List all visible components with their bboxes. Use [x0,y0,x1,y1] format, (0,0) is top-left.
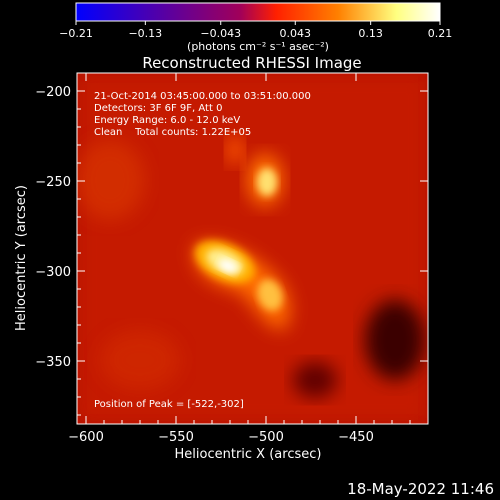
footer-date: 18-May-2022 11:46 [347,480,494,498]
colorbar-tick-label: 0.043 [280,27,312,40]
y-tick-label: −350 [35,355,71,370]
annotation-detectors: Detectors: 3F 6F 9F, Att 0 [94,103,222,114]
y-axis-label: Heliocentric Y (arcsec) [14,185,29,331]
colorbar-unit-label: (photons cm⁻² s⁻¹ asec⁻²) [187,40,329,53]
y-tick-label: −250 [35,175,71,190]
x-tick-label: −550 [158,430,194,445]
y-tick-label: −200 [35,85,71,100]
y-tick-label: −300 [35,265,71,280]
colorbar-ticks: −0.21 −0.13 −0.043 0.043 0.13 0.21 [59,21,452,40]
x-axis-label: Heliocentric X (arcsec) [175,447,322,462]
x-tick-label: −500 [248,430,284,445]
annotation-clean-counts: Clean Total counts: 1.22E+05 [94,127,251,138]
heatmap-image [77,73,428,424]
colorbar-tick-label: 0.21 [428,27,453,40]
colorbar-tick-label: −0.043 [200,27,241,40]
peak-position-label: Position of Peak = [-522,-302] [94,399,244,410]
annotation-time-range: 21-Oct-2014 03:45:00.000 to 03:51:00.000 [94,91,311,102]
axes: −600 −550 −500 −450 −200 −250 −300 −350 [35,72,429,445]
colorbar-tick-label: 0.13 [358,27,383,40]
chart-title: Reconstructed RHESSI Image [142,54,361,72]
x-tick-label: −450 [338,430,374,445]
x-tick-label: −600 [68,430,104,445]
annotation-energy-range: Energy Range: 6.0 - 12.0 keV [94,115,240,126]
colorbar-tick-label: −0.21 [59,27,93,40]
colorbar-tick-label: −0.13 [128,27,162,40]
colorbar [75,2,441,22]
